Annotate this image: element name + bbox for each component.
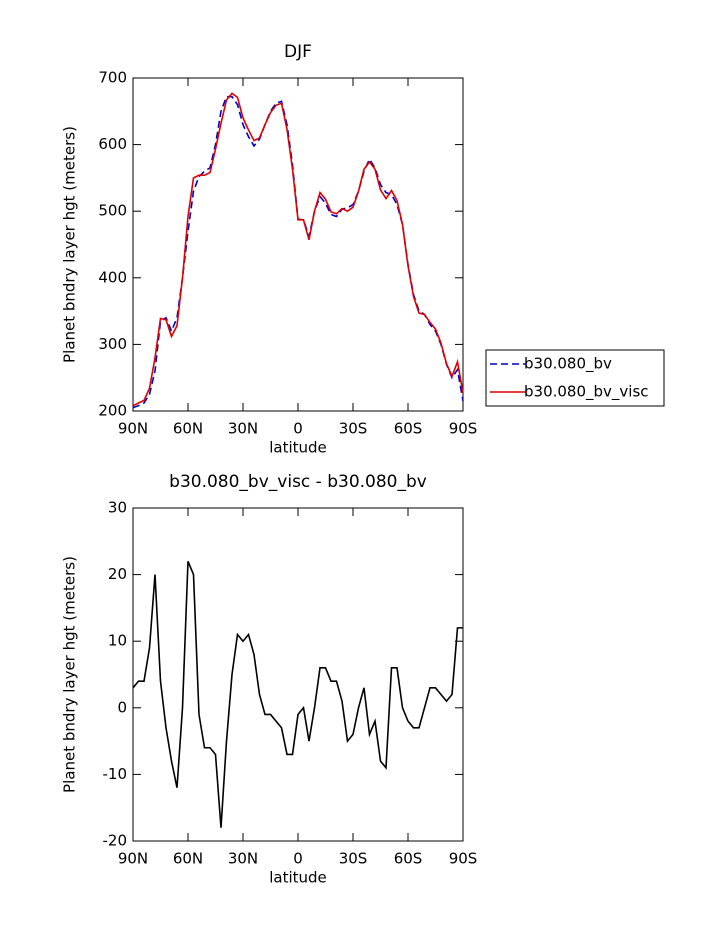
x-tick-label: 30N — [228, 850, 258, 868]
series-line — [132, 92, 464, 407]
y-tick-label: 500 — [98, 202, 127, 220]
y-tick-label: 30 — [108, 499, 127, 517]
y-tick-label: 400 — [98, 268, 127, 286]
y-tick-label: 0 — [117, 698, 127, 716]
x-tick-label: 0 — [293, 420, 303, 438]
x-tick-label: 30N — [228, 420, 258, 438]
series-line — [132, 95, 464, 409]
y-axis-label: Planet bndry layer hgt (meters) — [61, 556, 79, 793]
legend-label: b30.080_bv_visc — [524, 383, 649, 402]
data-line — [132, 560, 463, 828]
x-tick-label: 60N — [173, 850, 203, 868]
x-axis-label: latitude — [269, 869, 327, 887]
x-tick-label: 30S — [339, 420, 368, 438]
y-tick-label: 20 — [108, 565, 127, 583]
x-tick-label: 60S — [394, 420, 423, 438]
legend-label: b30.080_bv — [524, 355, 612, 374]
plot-frame — [132, 507, 464, 842]
x-tick-label: 90N — [118, 850, 148, 868]
y-tick-label: 10 — [108, 632, 127, 650]
y-tick-label: -20 — [103, 832, 128, 850]
x-tick-label: 60S — [394, 850, 423, 868]
legend-box — [485, 349, 665, 407]
x-tick-label: 30S — [339, 850, 368, 868]
y-tick-label: -10 — [103, 765, 128, 783]
y-axis-label: Planet bndry layer hgt (meters) — [61, 126, 79, 363]
x-axis-label: latitude — [269, 439, 327, 457]
x-tick-label: 90N — [118, 420, 148, 438]
x-tick-label: 60N — [173, 420, 203, 438]
plot-frame — [132, 77, 464, 412]
y-tick-label: 600 — [98, 135, 127, 153]
y-tick-label: 700 — [98, 69, 127, 87]
y-tick-label: 300 — [98, 335, 127, 353]
chart-title: DJF — [284, 42, 312, 62]
x-tick-label: 90S — [449, 850, 478, 868]
x-tick-label: 90S — [449, 420, 478, 438]
chart-title: b30.080_bv_visc - b30.080_bv — [169, 472, 427, 492]
y-tick-label: 200 — [98, 402, 127, 420]
x-tick-label: 0 — [293, 850, 303, 868]
